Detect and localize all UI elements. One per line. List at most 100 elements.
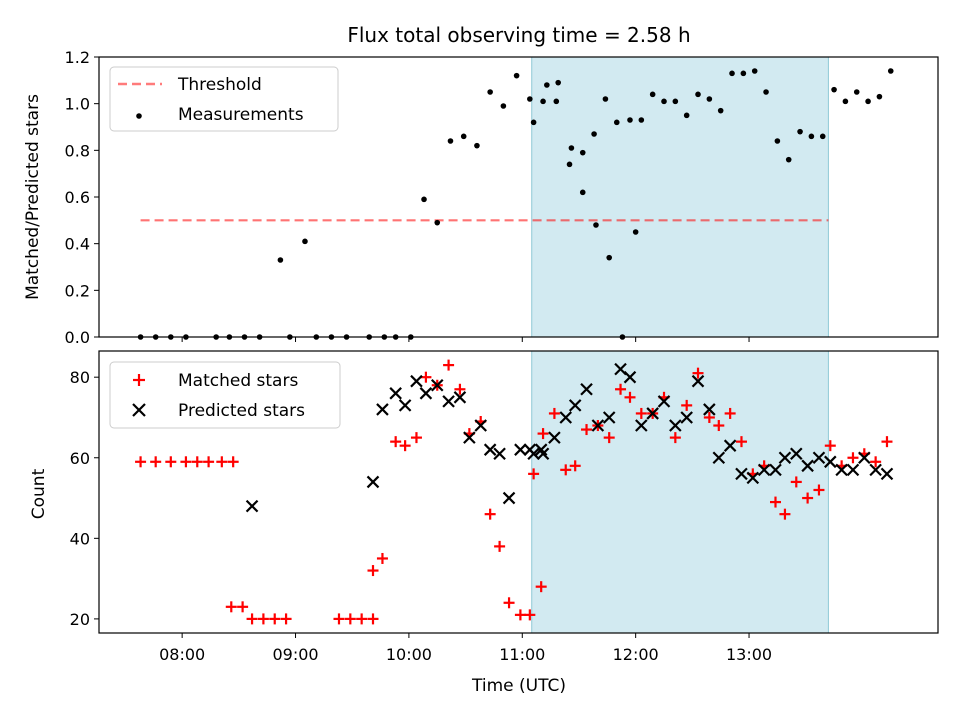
measurement-point bbox=[661, 98, 667, 105]
measurement-point bbox=[513, 72, 520, 79]
matched-star-point bbox=[484, 508, 496, 520]
measurement-point bbox=[876, 93, 883, 100]
measurement-point bbox=[740, 70, 747, 77]
measurement-point bbox=[842, 98, 849, 105]
measurement-point bbox=[831, 86, 837, 93]
predicted-star-point bbox=[769, 463, 782, 477]
matched-star-point bbox=[548, 407, 560, 419]
predicted-star-point bbox=[858, 451, 871, 465]
predicted-star-point bbox=[623, 370, 637, 384]
predicted-star-point bbox=[410, 374, 423, 388]
x-tick-label: 10:00 bbox=[386, 645, 432, 664]
threshold-legend-label: Threshold bbox=[177, 75, 262, 95]
matched-star-point bbox=[399, 440, 411, 452]
predicted-star-point bbox=[389, 387, 402, 400]
y-tick-label: 40 bbox=[70, 529, 90, 548]
top-legend: Threshold Measurements bbox=[109, 66, 339, 132]
measurement-point bbox=[544, 82, 550, 88]
predicted-star-point bbox=[723, 439, 737, 452]
matched-star-point bbox=[420, 371, 432, 383]
bottom-legend-box bbox=[109, 361, 341, 429]
measurement-point bbox=[434, 219, 441, 226]
matched-star-point bbox=[528, 468, 540, 480]
measurement-point bbox=[487, 89, 493, 95]
matched-star-point bbox=[257, 613, 269, 625]
bottom-axes-frame bbox=[98, 350, 939, 634]
predicted-star-point bbox=[527, 447, 540, 461]
top-legend-box bbox=[109, 66, 339, 132]
measurement-point bbox=[785, 156, 792, 163]
measurement-point bbox=[302, 238, 308, 245]
matched-star-point bbox=[790, 476, 802, 488]
matched-star-point bbox=[769, 496, 781, 508]
predicted-star-point bbox=[430, 378, 444, 392]
matched-star-point bbox=[735, 436, 747, 448]
matched-star-point bbox=[203, 456, 215, 468]
predicted-star-point bbox=[419, 387, 433, 400]
x-axis-label: Time (UTC) bbox=[471, 676, 566, 696]
matched-star-point bbox=[669, 432, 681, 444]
matched-star-point bbox=[692, 367, 704, 379]
measurement-point bbox=[421, 196, 427, 203]
predicted-star-point bbox=[846, 463, 860, 477]
matched-star-point bbox=[703, 411, 715, 423]
measurement-point bbox=[555, 79, 561, 86]
measurement-point bbox=[819, 133, 826, 140]
predicted-star-point bbox=[376, 403, 389, 416]
measurement-point bbox=[277, 257, 284, 263]
x-tick-label: 08:00 bbox=[159, 645, 205, 664]
predicted-star-point bbox=[657, 395, 671, 408]
predicted-star-point bbox=[880, 467, 894, 481]
predicted-star-point bbox=[502, 491, 516, 505]
measurement-point bbox=[632, 229, 639, 235]
predicted-star-point bbox=[442, 395, 455, 408]
measurement-point bbox=[672, 98, 679, 105]
matched-star-point bbox=[165, 456, 177, 468]
measurement-point bbox=[706, 96, 713, 102]
measurement-point bbox=[774, 138, 781, 144]
measurement-point bbox=[579, 149, 586, 156]
measurement-point bbox=[566, 161, 573, 168]
matched-star-point bbox=[779, 508, 791, 520]
matched-star-point bbox=[881, 436, 893, 448]
matched-star-point bbox=[494, 540, 506, 552]
matched-star-point bbox=[524, 609, 536, 621]
measurement-point bbox=[683, 112, 690, 119]
predicted-star-point bbox=[669, 419, 682, 432]
observing-window-shade bbox=[531, 56, 829, 338]
y-tick-label: 0.4 bbox=[65, 235, 90, 254]
y-tick-label: 80 bbox=[70, 368, 90, 387]
predicted-star-point bbox=[778, 451, 792, 465]
matched-legend-label: Matched stars bbox=[178, 371, 298, 391]
predicted-star-point bbox=[366, 475, 380, 489]
matched-star-point bbox=[376, 552, 388, 564]
matched-star-point bbox=[237, 601, 249, 613]
matched-star-point bbox=[713, 420, 725, 432]
measurement-point bbox=[613, 119, 620, 126]
matched-star-point bbox=[870, 456, 882, 468]
matched-star-point bbox=[150, 456, 162, 468]
measurement-point bbox=[500, 103, 507, 109]
measurement-point bbox=[808, 133, 815, 140]
matched-star-point bbox=[269, 613, 281, 625]
predicted-star-point bbox=[463, 431, 476, 444]
matched-star-point bbox=[535, 581, 547, 593]
predicted-star-point bbox=[746, 471, 760, 485]
predicted-star-point bbox=[869, 463, 882, 477]
measurement-point bbox=[627, 117, 633, 123]
measurement-point bbox=[530, 119, 537, 126]
matched-star-point bbox=[246, 613, 258, 625]
predicted-legend-label: Predicted stars bbox=[178, 401, 305, 421]
measurement-point bbox=[527, 96, 533, 102]
matched-star-point bbox=[635, 407, 647, 419]
measurement-point bbox=[717, 107, 724, 114]
matched-legend-swatch bbox=[133, 374, 145, 386]
matched-star-point bbox=[216, 456, 228, 468]
measurement-point bbox=[591, 131, 597, 137]
measurement-point bbox=[447, 138, 454, 144]
predicted-star-point bbox=[646, 407, 659, 420]
ratio-panel: 0.0 0.2 0.4 0.6 0.8 1.0 1.2 Matched/Predicted … bbox=[23, 48, 939, 347]
measurement-point bbox=[695, 91, 701, 98]
